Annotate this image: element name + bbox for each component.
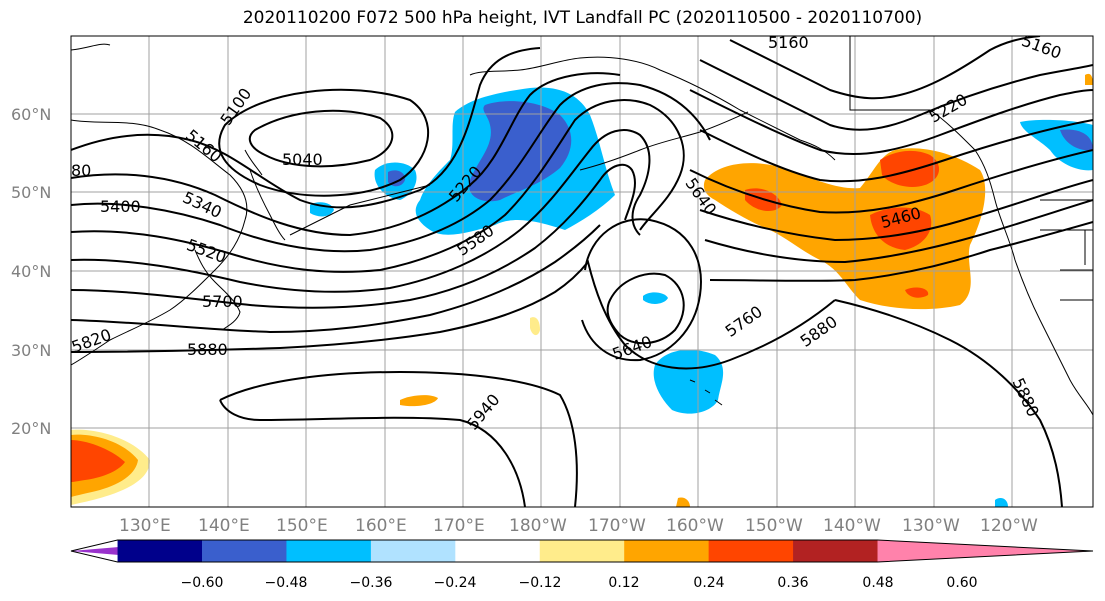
lat-label: 40°N	[11, 262, 51, 281]
colorbar-tick-label: −0.48	[265, 575, 308, 591]
lat-label: 20°N	[11, 419, 51, 438]
colorbar-swatch	[539, 540, 625, 562]
positive-anomaly-wpac-core	[71, 440, 125, 482]
positive-anomaly-core-4	[905, 287, 929, 298]
colorbar-outline	[70, 539, 1094, 563]
negative-anomaly-canada-core	[1060, 129, 1093, 151]
colorbar-tick-label: 0.60	[946, 575, 977, 591]
lon-label: 160°E	[355, 516, 407, 536]
lat-label: 50°N	[11, 183, 51, 202]
asia-coast	[71, 43, 248, 366]
contour-label: 5160	[768, 33, 809, 52]
colorbar-tick-label: −0.12	[519, 575, 562, 591]
contour-label: 5400	[100, 197, 141, 216]
contour-label: 5700	[202, 292, 243, 311]
colorbar-tick-label: −0.36	[350, 575, 393, 591]
colorbar: −0.60 −0.48 −0.36 −0.24 −0.12 0.12 0.24 …	[70, 539, 1094, 591]
height-contours	[71, 36, 1093, 507]
lon-label: 160°W	[666, 516, 724, 536]
na-coast	[849, 36, 1093, 416]
contour-label: 80	[71, 161, 91, 180]
positive-anomaly-small-2	[530, 317, 540, 336]
negative-anomaly-midpac	[643, 292, 668, 304]
japan-coast	[194, 249, 241, 331]
map-frame	[70, 35, 1094, 508]
colorbar-swatch	[793, 540, 879, 562]
aleutians	[289, 184, 431, 236]
colorbar-swatches	[70, 539, 1094, 563]
lon-label: 140°E	[198, 516, 250, 536]
lon-label: 150°E	[276, 516, 328, 536]
colorbar-swatch	[708, 540, 794, 562]
colorbar-tick-label: 0.24	[693, 575, 724, 591]
negative-anomaly-small-1-core	[388, 170, 406, 187]
lon-label: 170°E	[433, 516, 485, 536]
colorbar-tick-label: 0.48	[862, 575, 893, 591]
colorbar-swatch	[117, 540, 202, 562]
graticule	[71, 36, 1093, 507]
lon-label: 130°W	[902, 516, 960, 536]
lat-label: 30°N	[11, 341, 51, 360]
colorbar-extend-max	[877, 540, 1093, 562]
map-title: 2020110200 F072 500 hPa height, IVT Land…	[242, 8, 923, 28]
latitude-labels: 60°N 50°N 40°N 30°N 20°N	[11, 105, 51, 438]
lat-label: 60°N	[11, 105, 51, 124]
positive-anomaly-core-1	[880, 150, 940, 187]
lon-label: 120°W	[980, 516, 1038, 536]
lon-label: 130°E	[119, 516, 171, 536]
coastlines	[71, 36, 1093, 416]
colorbar-ticks: −0.60 −0.48 −0.36 −0.24 −0.12 0.12 0.24 …	[181, 575, 978, 591]
longitude-labels: 130°E 140°E 150°E 160°E 170°E 180°W 170°…	[119, 516, 1038, 536]
colorbar-tick-label: 0.12	[608, 575, 639, 591]
lon-label: 150°W	[745, 516, 803, 536]
contour-label: 5880	[187, 340, 228, 359]
colorbar-swatch	[370, 540, 456, 562]
contour-label: 5040	[282, 150, 323, 169]
lon-label: 140°W	[823, 516, 881, 536]
positive-anomaly-small-3	[676, 497, 690, 507]
hawaii-islands	[689, 379, 723, 406]
colorbar-swatch	[455, 540, 541, 562]
negative-anomaly-tiny-1	[995, 498, 1008, 507]
colorbar-tick-label: −0.60	[181, 575, 224, 591]
colorbar-tick-label: 0.36	[777, 575, 808, 591]
positive-anomaly-small-4	[1085, 73, 1093, 85]
colorbar-swatch	[202, 540, 287, 562]
lon-label: 170°W	[588, 516, 646, 536]
positive-anomaly-region	[703, 148, 986, 310]
positive-anomaly-core-2	[870, 207, 932, 250]
lon-label: 180°W	[509, 516, 567, 536]
colorbar-swatch	[624, 540, 710, 562]
colorbar-swatch	[286, 540, 372, 562]
positive-anomaly-small-1	[400, 395, 438, 407]
alaska-coast	[469, 56, 836, 171]
colorbar-tick-label: −0.24	[434, 575, 477, 591]
